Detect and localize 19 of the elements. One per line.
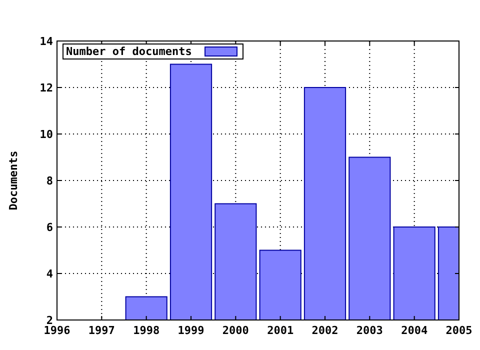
y-tick-label: 6 xyxy=(46,221,54,234)
y-tick-label: 2 xyxy=(46,314,53,327)
x-tick-label: 1998 xyxy=(133,324,160,337)
y-tick-label: 14 xyxy=(40,35,54,48)
y-tick-label: 12 xyxy=(40,82,53,94)
legend-label: Number of documents xyxy=(66,45,192,58)
x-tick-label: 1996 xyxy=(44,324,71,337)
x-tick-label: 2001 xyxy=(267,324,294,337)
y-tick-label: 4 xyxy=(46,268,54,280)
x-tick-label: 2000 xyxy=(222,324,249,337)
y-tick-label: 8 xyxy=(46,174,53,188)
x-tick-label: 2004 xyxy=(401,324,428,337)
x-tick-label: 2002 xyxy=(312,324,338,337)
x-tick-label: 2005 xyxy=(446,324,472,337)
x-tick-label: 1997 xyxy=(88,324,115,337)
y-axis-title: Documents xyxy=(7,150,20,210)
x-tick-label: 2003 xyxy=(356,324,383,337)
y-tick-label: 10 xyxy=(40,128,53,141)
x-tick-label: 1999 xyxy=(178,324,204,337)
